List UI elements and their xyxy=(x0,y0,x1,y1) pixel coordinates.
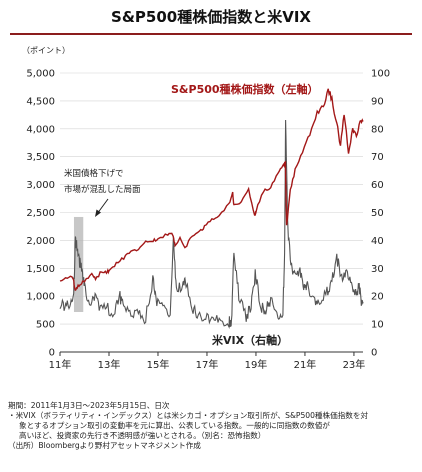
y-left-tick-label: 3,500 xyxy=(26,152,55,163)
y-right-tick-label: 50 xyxy=(371,208,384,219)
x-tick-label: 19年 xyxy=(245,358,268,371)
x-tick-label: 15年 xyxy=(147,358,170,371)
y-right-tick-label: 100 xyxy=(371,69,390,80)
highlight-period xyxy=(73,216,84,312)
legend-sp500-label: S&P500種株価指数（左軸） xyxy=(171,82,319,96)
footnote-vix-definition-cont-1: 象とするオプション取引の変動率を元に算出、公表している指数。一般的に同指数の数値… xyxy=(19,421,330,430)
footnote-vix-definition: ・米VIX（ボラティリティ・インデックス）とは米シカゴ・オプション取引所が、S&… xyxy=(8,411,369,420)
y-right-tick-label: 60 xyxy=(371,180,384,191)
y-left-tick-label: 3,000 xyxy=(26,180,55,191)
footnotes: 期間：2011年1月3日〜2023年5月15日、日次 ・米VIX（ボラティリティ… xyxy=(8,401,418,451)
y-left-tick-label: 500 xyxy=(36,320,55,331)
footnote-source: （出所）Bloombergより野村アセットマネジメント作成 xyxy=(8,441,201,450)
y-left-tick-label: 5,000 xyxy=(26,69,55,80)
annotation-line-1: 米国債格下げで xyxy=(64,168,124,179)
x-tick-label: 21年 xyxy=(294,358,317,371)
x-tick-label: 11年 xyxy=(49,358,72,371)
y-right-tick-label: 0 xyxy=(371,348,377,359)
y-right-tick-label: 10 xyxy=(371,320,384,331)
highlight-band xyxy=(73,216,84,312)
y-left-tick-label: 2,500 xyxy=(26,208,55,219)
annotation-us-downgrade: 米国債格下げで 市場が混乱した局面 xyxy=(64,168,141,217)
y-left-tick-label: 0 xyxy=(49,348,55,359)
x-tick-label: 17年 xyxy=(196,358,219,371)
legend-vix-label: 米VIX（右軸） xyxy=(211,333,288,347)
y-right-tick-label: 30 xyxy=(371,264,384,275)
sp500-vix-chart: （ポイント） 0 0 500 10 1,000 20 1,500 30 2,000 40 2,500… xyxy=(22,46,390,372)
page-title: S&P500種株価指数と米VIX xyxy=(111,8,311,26)
y-left-tick-label: 1,000 xyxy=(26,292,55,303)
y-right-tick-label: 20 xyxy=(371,292,384,303)
chart-series xyxy=(59,88,364,329)
annotation-line-2: 市場が混乱した局面 xyxy=(64,184,141,195)
x-tick-label: 23年 xyxy=(343,358,366,371)
annotation-arrowhead xyxy=(95,209,101,217)
chart-axes: 0 0 500 10 1,000 20 1,500 30 2,000 40 2,500 50 3,000… xyxy=(26,69,390,372)
y-right-tick-label: 80 xyxy=(371,124,384,135)
y-right-tick-label: 40 xyxy=(371,236,384,247)
y-right-tick-label: 70 xyxy=(371,152,384,163)
series-line-vix xyxy=(59,119,364,329)
series-line-sp500 xyxy=(59,88,364,292)
footnote-vix-definition-cont-2: 高いほど、投資家の先行き不透明感が強いとされる。（別名：恐怖指数） xyxy=(19,431,266,440)
y-left-tick-label: 1,500 xyxy=(26,264,55,275)
y-left-unit-label: （ポイント） xyxy=(22,46,70,55)
y-right-tick-label: 90 xyxy=(371,96,384,107)
x-tick-label: 13年 xyxy=(98,358,121,371)
footnote-period: 期間：2011年1月3日〜2023年5月15日、日次 xyxy=(8,401,170,410)
y-left-tick-label: 4,500 xyxy=(26,96,55,107)
title-rule xyxy=(10,33,412,35)
y-left-tick-label: 4,000 xyxy=(26,124,55,135)
y-left-tick-label: 2,000 xyxy=(26,236,55,247)
